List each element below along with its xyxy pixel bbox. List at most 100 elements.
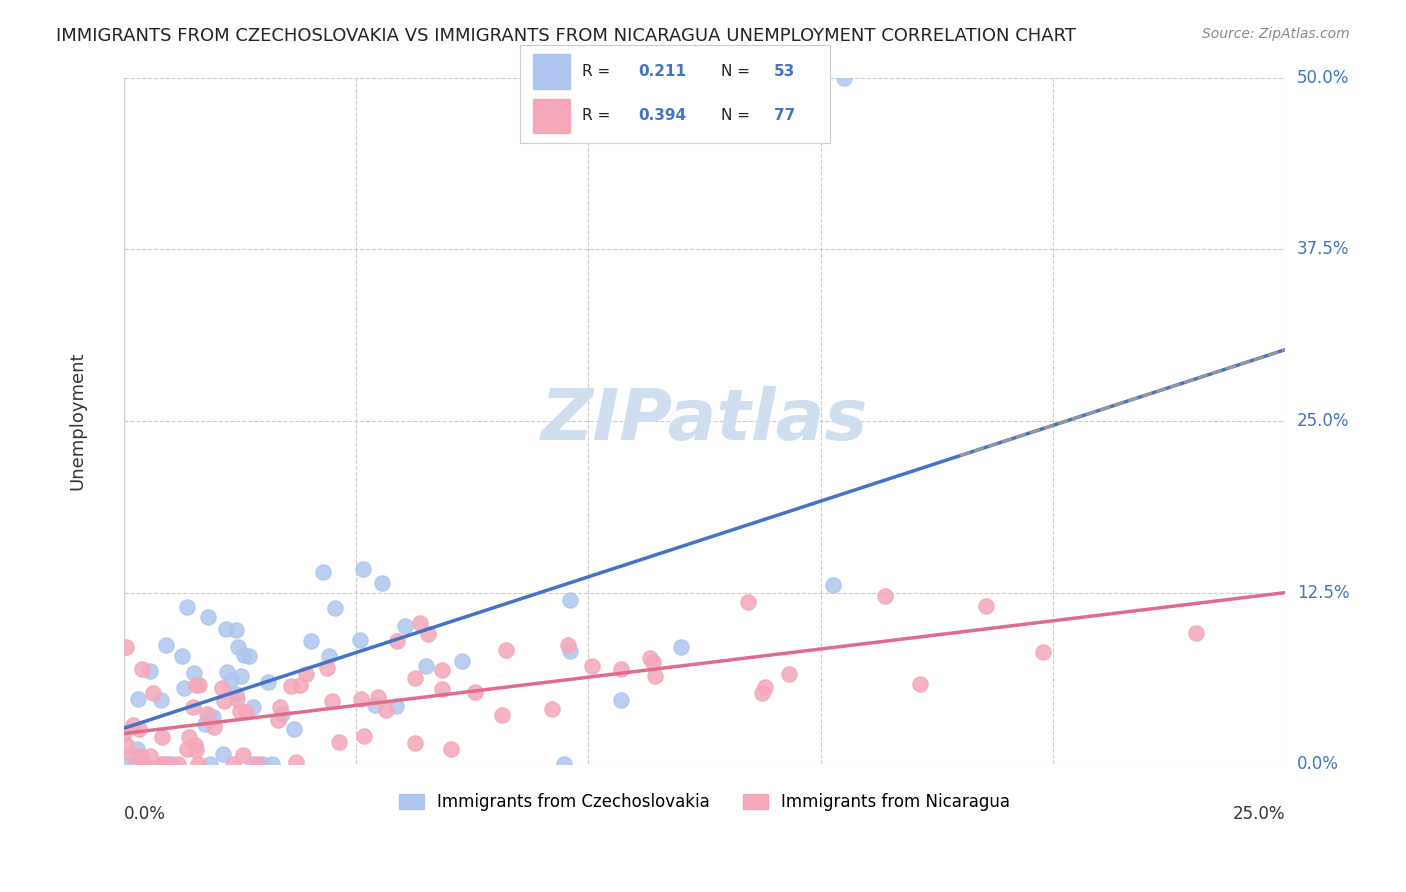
Point: [644, 669, 666, 683]
Point: [194, 717, 217, 731]
Point: [129, 749, 152, 764]
Point: [125, 742, 148, 756]
Point: [290, 678, 312, 692]
Text: 53: 53: [773, 63, 796, 78]
Point: [1032, 645, 1054, 659]
Point: [553, 757, 575, 772]
Text: 0.394: 0.394: [638, 108, 686, 123]
Text: 0.211: 0.211: [638, 63, 686, 78]
Point: [155, 757, 177, 772]
Point: [974, 599, 997, 613]
Text: 37.5%: 37.5%: [1296, 240, 1350, 258]
Point: [226, 691, 249, 706]
Point: [211, 747, 233, 761]
Point: [256, 675, 278, 690]
Point: [197, 609, 219, 624]
Point: [157, 757, 180, 772]
Point: [212, 694, 235, 708]
Point: [238, 648, 260, 663]
Point: [375, 703, 398, 717]
Text: 12.5%: 12.5%: [1296, 583, 1350, 601]
Point: [409, 616, 432, 631]
Point: [367, 690, 389, 705]
Point: [188, 678, 211, 692]
Text: 77: 77: [773, 108, 796, 123]
Point: [181, 699, 204, 714]
Point: [495, 643, 517, 657]
Point: [225, 623, 247, 637]
Point: [299, 633, 322, 648]
Point: [211, 681, 233, 695]
Point: [557, 638, 579, 652]
Point: [737, 595, 759, 609]
Point: [201, 709, 224, 723]
Point: [283, 722, 305, 736]
Point: [187, 757, 209, 772]
Point: [491, 707, 513, 722]
Point: [219, 673, 242, 687]
Point: [751, 686, 773, 700]
Point: [349, 632, 371, 647]
Text: 50.0%: 50.0%: [1296, 69, 1350, 87]
Point: [321, 694, 343, 708]
Point: [350, 691, 373, 706]
Point: [115, 738, 138, 752]
Text: N =: N =: [721, 108, 751, 123]
Text: 0.0%: 0.0%: [124, 805, 166, 823]
Point: [132, 757, 155, 772]
Text: 0.0%: 0.0%: [1296, 756, 1339, 773]
Point: [364, 698, 387, 713]
Point: [638, 650, 661, 665]
Text: Unemployment: Unemployment: [69, 351, 86, 490]
Point: [328, 735, 350, 749]
Text: IMMIGRANTS FROM CZECHOSLOVAKIA VS IMMIGRANTS FROM NICARAGUA UNEMPLOYMENT CORRELA: IMMIGRANTS FROM CZECHOSLOVAKIA VS IMMIGR…: [56, 27, 1076, 45]
Point: [117, 757, 139, 772]
Text: 25.0%: 25.0%: [1233, 805, 1285, 823]
Point: [353, 729, 375, 743]
Point: [235, 706, 257, 720]
Point: [242, 700, 264, 714]
Point: [371, 576, 394, 591]
Point: [352, 562, 374, 576]
Point: [139, 664, 162, 678]
Point: [139, 749, 162, 764]
Text: R =: R =: [582, 63, 610, 78]
Point: [112, 725, 135, 739]
Point: [173, 681, 195, 696]
Point: [560, 644, 582, 658]
Point: [153, 757, 176, 772]
Point: [451, 654, 474, 668]
Point: [641, 655, 664, 669]
Text: N =: N =: [721, 63, 751, 78]
Point: [312, 565, 335, 579]
Point: [150, 730, 173, 744]
Point: [260, 757, 283, 772]
Point: [179, 731, 201, 745]
Point: [404, 736, 426, 750]
Point: [162, 757, 184, 772]
Point: [404, 672, 426, 686]
Point: [285, 756, 308, 770]
Point: [323, 600, 346, 615]
Point: [430, 663, 453, 677]
Point: [394, 619, 416, 633]
Legend: Immigrants from Czechoslovakia, Immigrants from Nicaragua: Immigrants from Czechoslovakia, Immigran…: [392, 787, 1017, 818]
Point: [464, 685, 486, 699]
Point: [215, 623, 238, 637]
Text: ZIPatlas: ZIPatlas: [541, 386, 869, 456]
Point: [229, 669, 252, 683]
Text: 25.0%: 25.0%: [1296, 412, 1350, 430]
Point: [217, 665, 239, 679]
Point: [294, 666, 316, 681]
Point: [176, 742, 198, 756]
Point: [131, 662, 153, 676]
Point: [183, 665, 205, 680]
Bar: [533, 98, 569, 133]
Point: [385, 633, 408, 648]
Point: [1185, 626, 1208, 640]
Point: [127, 692, 149, 706]
Point: [315, 661, 337, 675]
Point: [128, 722, 150, 736]
Point: [246, 757, 269, 772]
Point: [242, 757, 264, 772]
